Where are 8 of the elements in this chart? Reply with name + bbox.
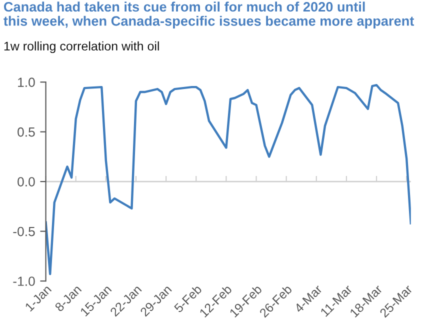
line-series xyxy=(46,84,411,276)
chart-subtitle: 1w rolling correlation with oil xyxy=(4,41,159,54)
chart-title: Canada had taken its cue from oil for much of 2020 until this week, when Canada-specific issues became more apparent xyxy=(4,2,414,29)
y-tick-label: 1.0 xyxy=(18,78,35,87)
y-tick-label: -1.0 xyxy=(13,276,35,286)
y-tick-label: -0.5 xyxy=(13,226,35,236)
y-tick-label: 0.5 xyxy=(18,127,35,137)
y-tick-label: 0.0 xyxy=(18,177,35,186)
